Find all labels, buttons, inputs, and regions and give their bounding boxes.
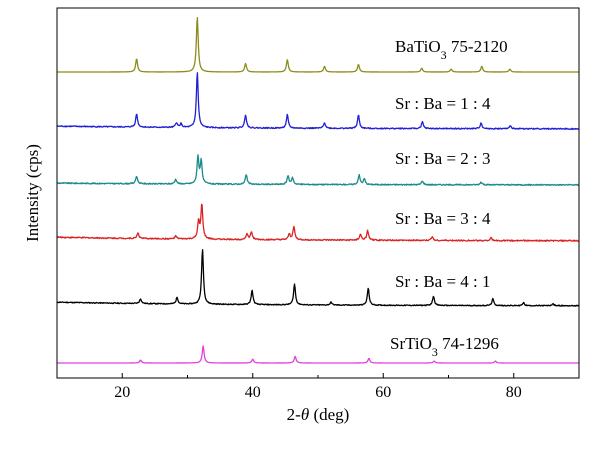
series-line: [56, 154, 580, 187]
x-axis-label: 2-θ (deg): [287, 405, 350, 424]
x-tick-label: 40: [245, 384, 261, 401]
x-tick-label: 80: [506, 384, 522, 401]
series-label: Sr : Ba = 1 : 4: [395, 94, 491, 113]
series-line: [56, 249, 580, 307]
series-label: Sr : Ba = 4 : 1: [395, 272, 491, 291]
series-label: Sr : Ba = 3 : 4: [395, 209, 491, 228]
x-axis-ticks: 20 40 60 80: [56, 373, 580, 401]
series-label: Sr : Ba = 2 : 3: [395, 149, 491, 168]
series-labels: BaTiO3 75-2120 Sr : Ba = 1 : 4 Sr : Ba = 2…: [390, 37, 508, 359]
x-tick-label: 20: [114, 384, 130, 401]
plot-area: [56, 16, 580, 364]
series-line: [56, 203, 580, 242]
x-tick-label: 60: [375, 384, 391, 401]
series-label: BaTiO3 75-2120: [395, 37, 508, 62]
series-line: [56, 72, 580, 131]
series-line: [56, 16, 580, 73]
y-axis-label: Intensity (cps): [23, 144, 42, 242]
series-line: [56, 345, 580, 364]
series-label: SrTiO3 74-1296: [390, 334, 499, 359]
